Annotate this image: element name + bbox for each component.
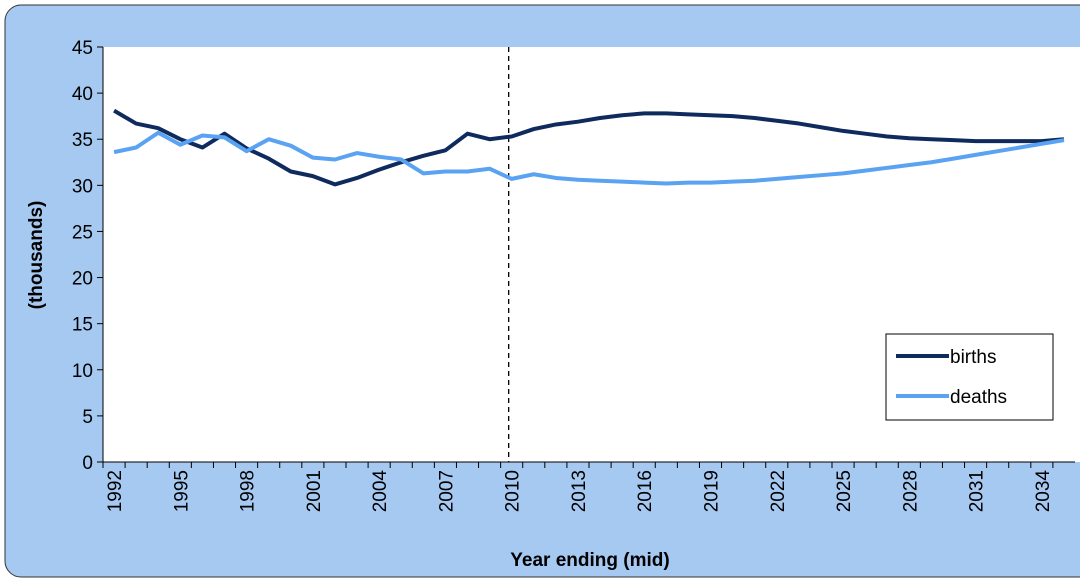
y-tick-label: 15 <box>72 315 93 336</box>
x-tick-label: 2019 <box>702 470 723 512</box>
x-tick-label: 2034 <box>1033 470 1054 513</box>
x-axis-title: Year ending (mid) <box>510 550 669 571</box>
y-tick-label: 40 <box>72 84 93 105</box>
x-tick-label: 2007 <box>436 470 457 512</box>
x-tick-label: 2031 <box>967 470 988 512</box>
x-tick-label: 1998 <box>238 470 259 512</box>
x-tick-label: 2001 <box>304 470 325 512</box>
legend-label: births <box>950 347 996 368</box>
legend-label: deaths <box>950 387 1007 408</box>
y-tick-label: 20 <box>72 269 93 290</box>
y-tick-label: 25 <box>72 222 93 243</box>
x-tick-label: 2010 <box>503 470 524 512</box>
y-tick-label: 5 <box>82 407 93 428</box>
x-tick-label: 1995 <box>171 470 192 512</box>
y-tick-label: 10 <box>72 361 93 382</box>
x-tick-label: 1992 <box>105 470 126 512</box>
x-tick-label: 2016 <box>635 470 656 512</box>
x-tick-label: 2028 <box>900 470 921 512</box>
x-tick-label: 2025 <box>834 470 855 512</box>
x-tick-label: 2013 <box>569 470 590 512</box>
y-tick-label: 35 <box>72 130 93 151</box>
y-tick-label: 45 <box>72 38 93 59</box>
y-tick-label: 30 <box>72 176 93 197</box>
legend-box <box>885 333 1054 421</box>
y-axis-title: (thousands) <box>26 201 47 310</box>
series-line <box>113 108 1065 187</box>
x-tick-label: 2004 <box>370 470 391 513</box>
x-tick-label: 2022 <box>768 470 789 512</box>
y-tick-label: 0 <box>82 453 93 474</box>
series-line <box>113 130 1065 186</box>
